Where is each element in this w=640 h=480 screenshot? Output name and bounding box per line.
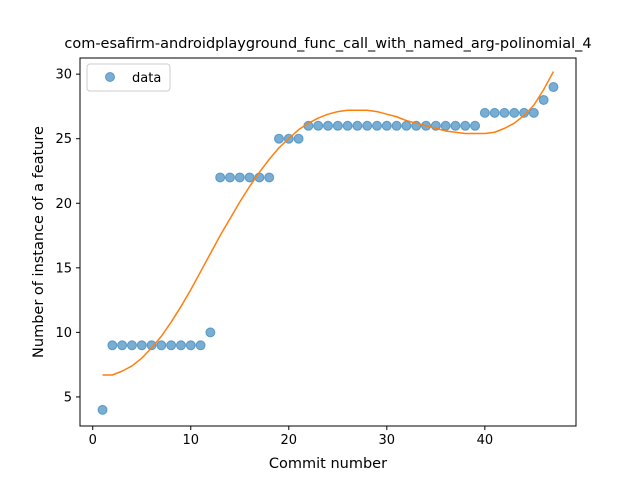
y-tick-label: 5 (64, 390, 72, 405)
x-tick-label: 0 (89, 433, 97, 448)
data-point (293, 133, 304, 144)
x-tick-label: 10 (182, 433, 199, 448)
data-point (401, 120, 412, 131)
data-point (156, 340, 167, 351)
data-point (234, 172, 245, 183)
data-point (136, 340, 147, 351)
x-axis-label: Commit number (269, 456, 387, 472)
x-tick-label: 30 (379, 433, 396, 448)
y-tick-label: 25 (55, 132, 72, 147)
data-point (264, 172, 275, 183)
data-point (175, 340, 186, 351)
data-point (117, 340, 128, 351)
y-axis-label: Number of instance of a feature (31, 126, 47, 358)
data-point (381, 120, 392, 131)
y-tick-label: 30 (55, 68, 72, 83)
data-point (509, 107, 520, 118)
data-point (528, 107, 539, 118)
legend-marker (105, 72, 115, 82)
fit-line (102, 71, 555, 376)
legend: data (86, 63, 171, 92)
data-point (489, 107, 500, 118)
data-point (450, 120, 461, 131)
data-point (470, 120, 481, 131)
data-point (332, 120, 343, 131)
legend-label: data (132, 71, 161, 86)
data-point (538, 94, 549, 105)
data-point (519, 107, 530, 118)
data-point (372, 120, 383, 131)
data-point (97, 404, 108, 415)
data-point (244, 172, 255, 183)
data-point (107, 340, 118, 351)
x-tick-label: 20 (281, 433, 298, 448)
data-point (352, 120, 363, 131)
data-point (479, 107, 490, 118)
data-point (342, 120, 353, 131)
data-point (323, 120, 333, 131)
plot-area: 0 10 20 30 40 5 10 15 20 25 30 (55, 57, 577, 448)
data-point (215, 172, 226, 183)
x-tick-label: 40 (477, 433, 494, 448)
y-tick-label: 15 (55, 261, 72, 276)
data-point (126, 340, 137, 351)
legend-box (86, 63, 171, 92)
data-point (166, 340, 177, 351)
data-point (391, 120, 402, 131)
axes-frame (79, 57, 577, 427)
data-point (146, 340, 157, 351)
data-point (362, 120, 373, 131)
data-point (185, 340, 196, 351)
data-point (205, 327, 216, 338)
chart-title: com-esafirm-androidplayground_func_call_… (64, 36, 591, 52)
data-point (273, 133, 284, 144)
data-point (460, 120, 471, 131)
y-tick-label: 10 (55, 326, 72, 341)
data-point (440, 120, 451, 131)
data-point (224, 172, 235, 183)
data-point (195, 340, 206, 351)
data-point (313, 120, 324, 131)
data-point (548, 82, 559, 93)
y-tick-label: 20 (55, 197, 72, 212)
data-point (499, 107, 510, 118)
